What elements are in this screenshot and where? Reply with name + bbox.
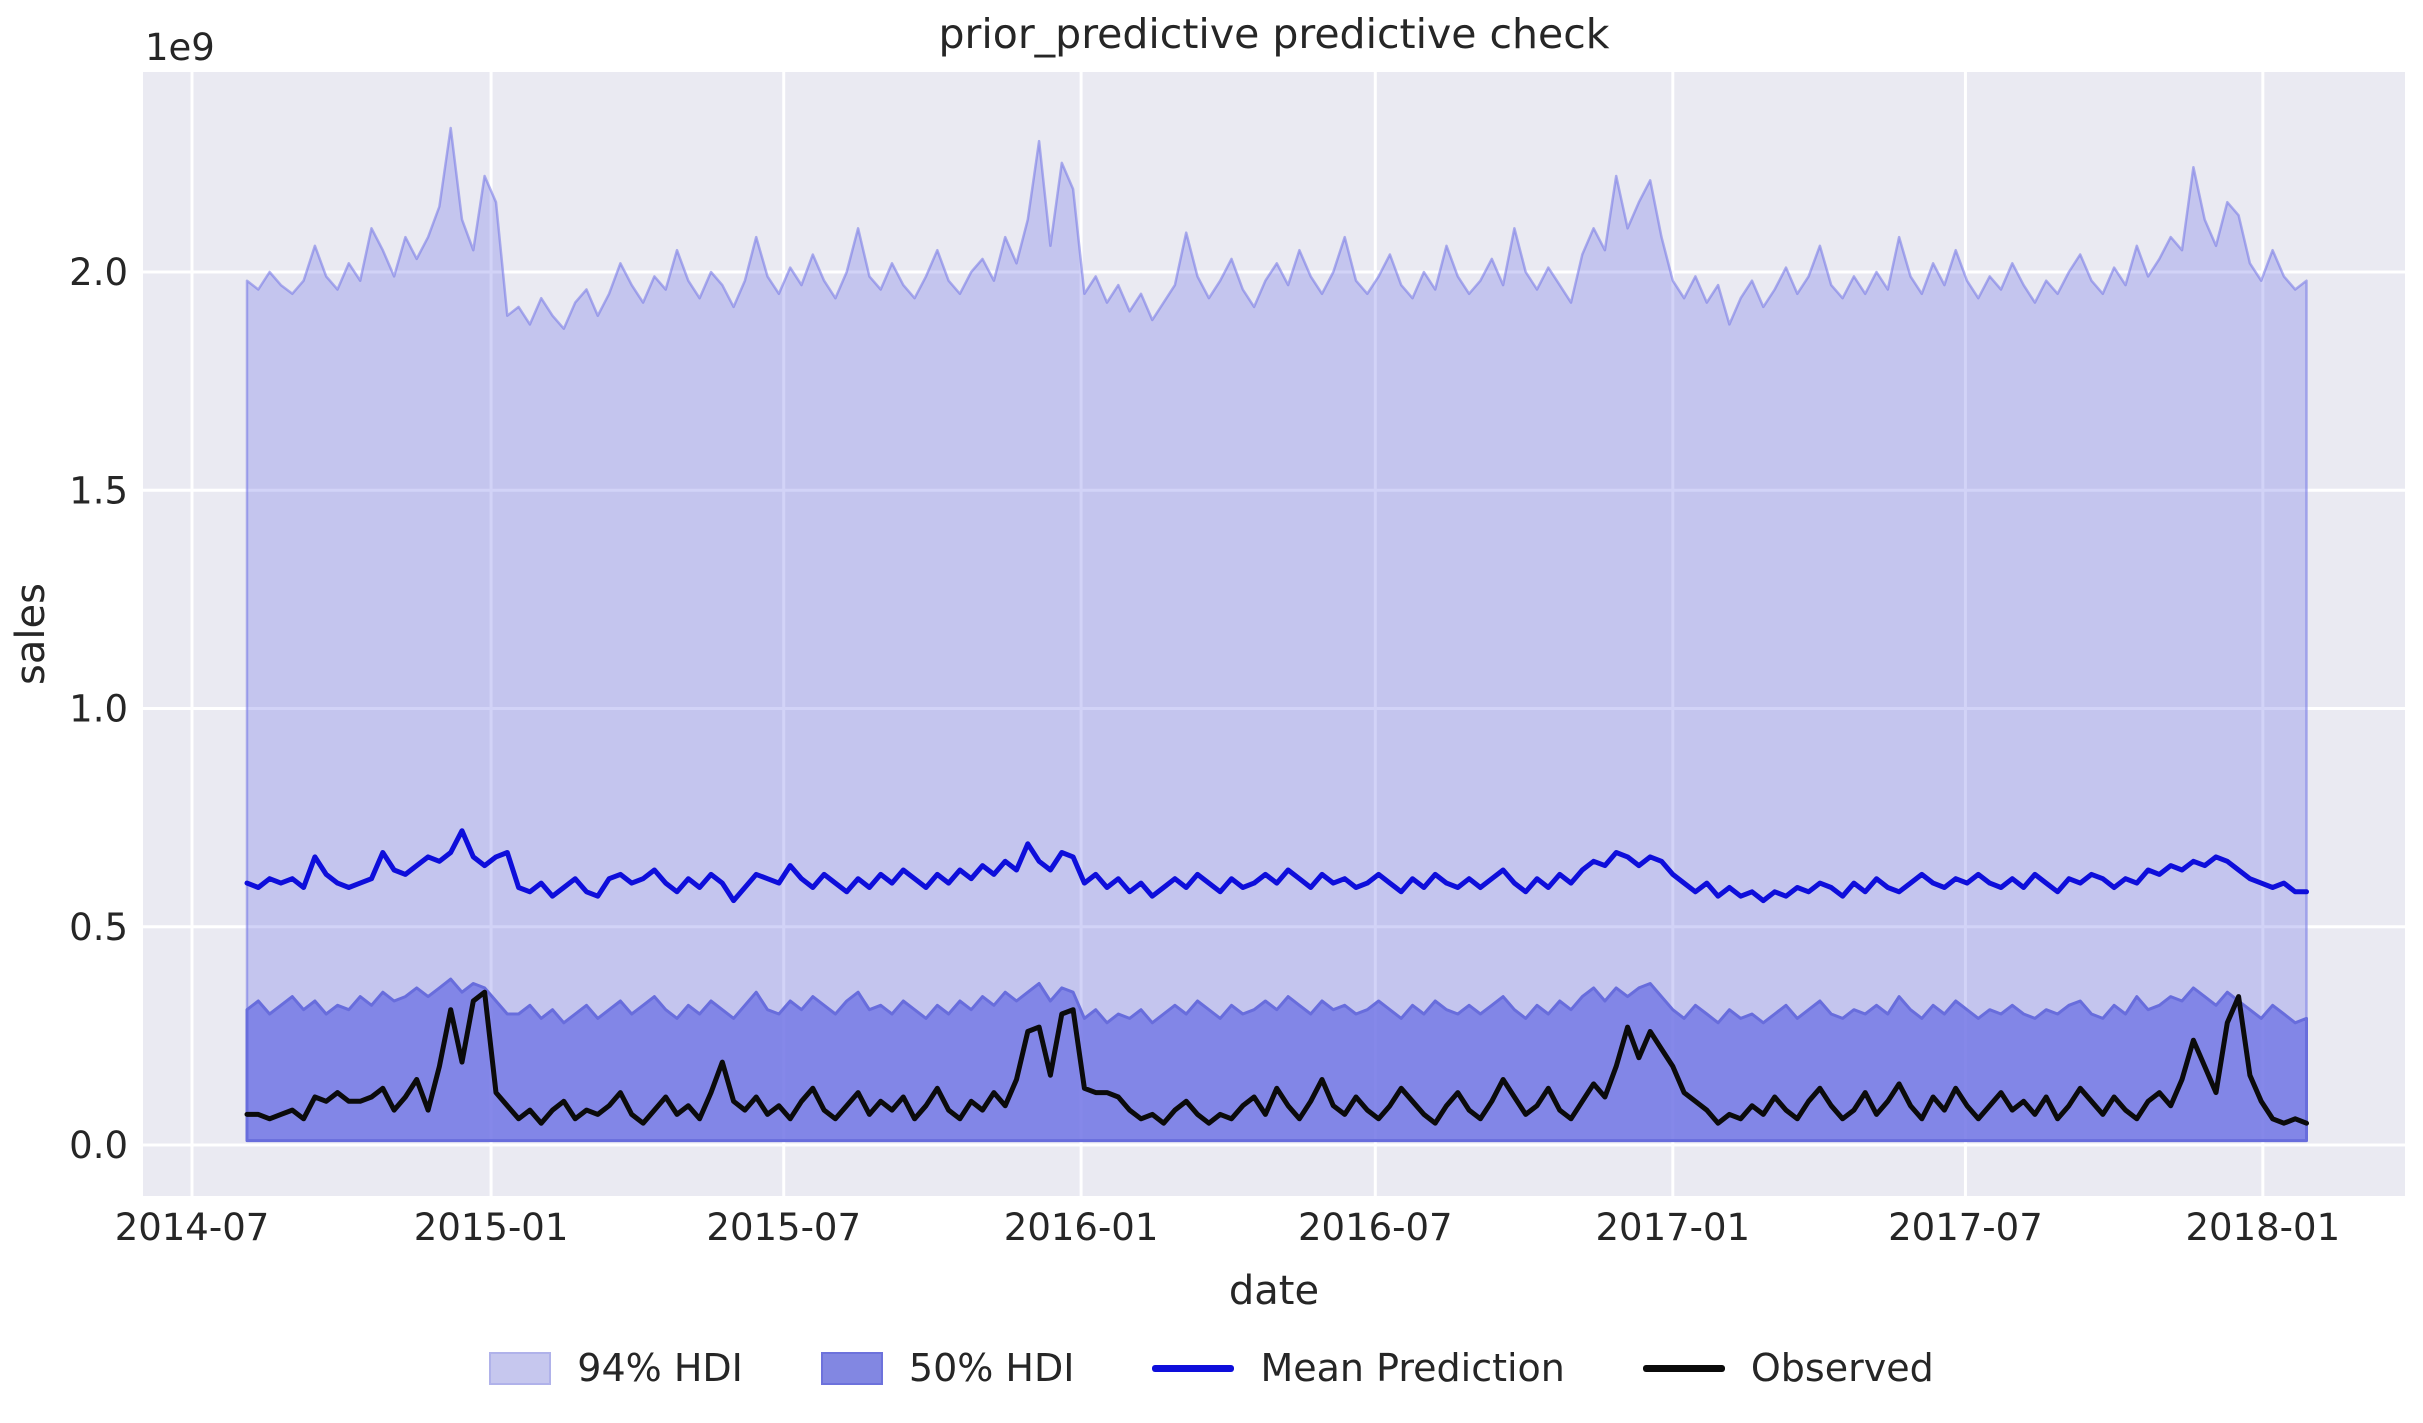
x-tick-label-2017-07: 2017-07 [1888, 1206, 2043, 1249]
x-tick-label-2015-07: 2015-07 [706, 1206, 861, 1249]
gridlines [143, 72, 2405, 1196]
y-axis-offset-label: 1e9 [145, 26, 215, 69]
y-tick-label-1.5: 1.5 [69, 469, 128, 512]
mean-prediction-line-sample [1152, 1364, 1235, 1372]
legend-label-mean-prediction: Mean Prediction [1260, 1346, 1565, 1390]
chart-title: prior_predictive predictive check [938, 10, 1609, 58]
94-hdi-swatch [489, 1351, 552, 1385]
x-tick-label-2016-07: 2016-07 [1298, 1206, 1453, 1249]
series-layer [244, 126, 2309, 1143]
legend-label-50-hdi: 50% HDI [908, 1346, 1075, 1390]
y-tick-label-2.0: 2.0 [69, 251, 128, 294]
x-tick-label-2016-01: 2016-01 [1004, 1206, 1159, 1249]
y-tick-label-0.5: 0.5 [69, 906, 128, 949]
legend-item-observed: Observed [1642, 1346, 1934, 1390]
x-tick-label-2017-01: 2017-01 [1596, 1206, 1751, 1249]
legend-label-observed: Observed [1750, 1346, 1934, 1390]
mean-prediction-line [244, 828, 2309, 904]
legend: 94% HDI 50% HDI Mean Prediction Observed [0, 1346, 2423, 1390]
x-tick-label-2015-01: 2015-01 [414, 1206, 569, 1249]
legend-item-50-hdi: 50% HDI [820, 1346, 1075, 1390]
observed-line-sample [1642, 1364, 1725, 1372]
x-axis-label: date [1229, 1268, 1319, 1314]
legend-item-mean-prediction: Mean Prediction [1152, 1346, 1565, 1390]
y-tick-label-0.0: 0.0 [69, 1124, 128, 1167]
x-tick-label-2014-07: 2014-07 [115, 1206, 270, 1249]
observed-line [244, 989, 2309, 1126]
94-hdi-band [245, 126, 2308, 1142]
50-hdi-band [245, 977, 2308, 1143]
y-tick-labels: 0.0 0.5 1.0 1.5 2.0 [69, 251, 128, 1167]
50-hdi-swatch [820, 1351, 883, 1385]
y-tick-label-1.0: 1.0 [69, 688, 128, 731]
y-axis-label: sales [8, 583, 54, 685]
x-tick-labels: 2014-07 2015-01 2015-07 2016-01 2016-07 2017-… [115, 1206, 2340, 1249]
legend-item-94-hdi: 94% HDI [489, 1346, 743, 1390]
x-tick-label-2018-01: 2018-01 [2186, 1206, 2341, 1249]
legend-label-94-hdi: 94% HDI [577, 1346, 743, 1390]
